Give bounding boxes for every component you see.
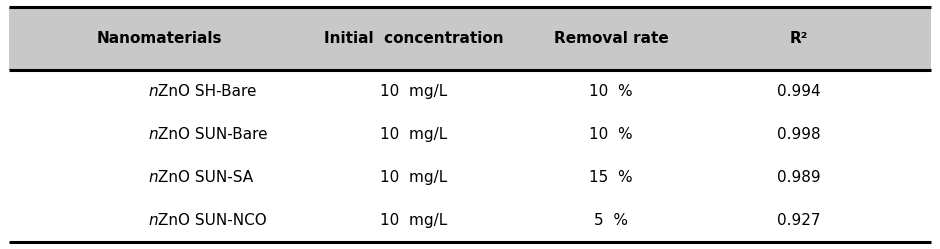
Text: 0.927: 0.927 [777,213,821,228]
Text: 5  %: 5 % [594,213,628,228]
Text: 0.994: 0.994 [777,84,821,99]
Text: Initial  concentration: Initial concentration [323,31,504,46]
Text: n: n [149,127,158,142]
Text: 10  %: 10 % [589,127,633,142]
Text: 0.989: 0.989 [777,170,821,185]
Text: 10  mg/L: 10 mg/L [380,84,447,99]
Text: n: n [149,213,158,228]
FancyBboxPatch shape [9,7,931,70]
Text: 15  %: 15 % [589,170,633,185]
Text: n: n [149,170,158,185]
Text: Removal rate: Removal rate [554,31,668,46]
Text: 0.998: 0.998 [777,127,821,142]
Text: 10  mg/L: 10 mg/L [380,213,447,228]
Text: ZnO SUN-NCO: ZnO SUN-NCO [158,213,267,228]
Text: n: n [149,84,158,99]
Text: 10  %: 10 % [589,84,633,99]
Text: ZnO SUN-Bare: ZnO SUN-Bare [158,127,268,142]
Text: Nanomaterials: Nanomaterials [97,31,223,46]
Text: R²: R² [790,31,808,46]
Text: 10  mg/L: 10 mg/L [380,170,447,185]
Text: ZnO SH-Bare: ZnO SH-Bare [158,84,257,99]
Text: ZnO SUN-SA: ZnO SUN-SA [158,170,253,185]
Text: 10  mg/L: 10 mg/L [380,127,447,142]
